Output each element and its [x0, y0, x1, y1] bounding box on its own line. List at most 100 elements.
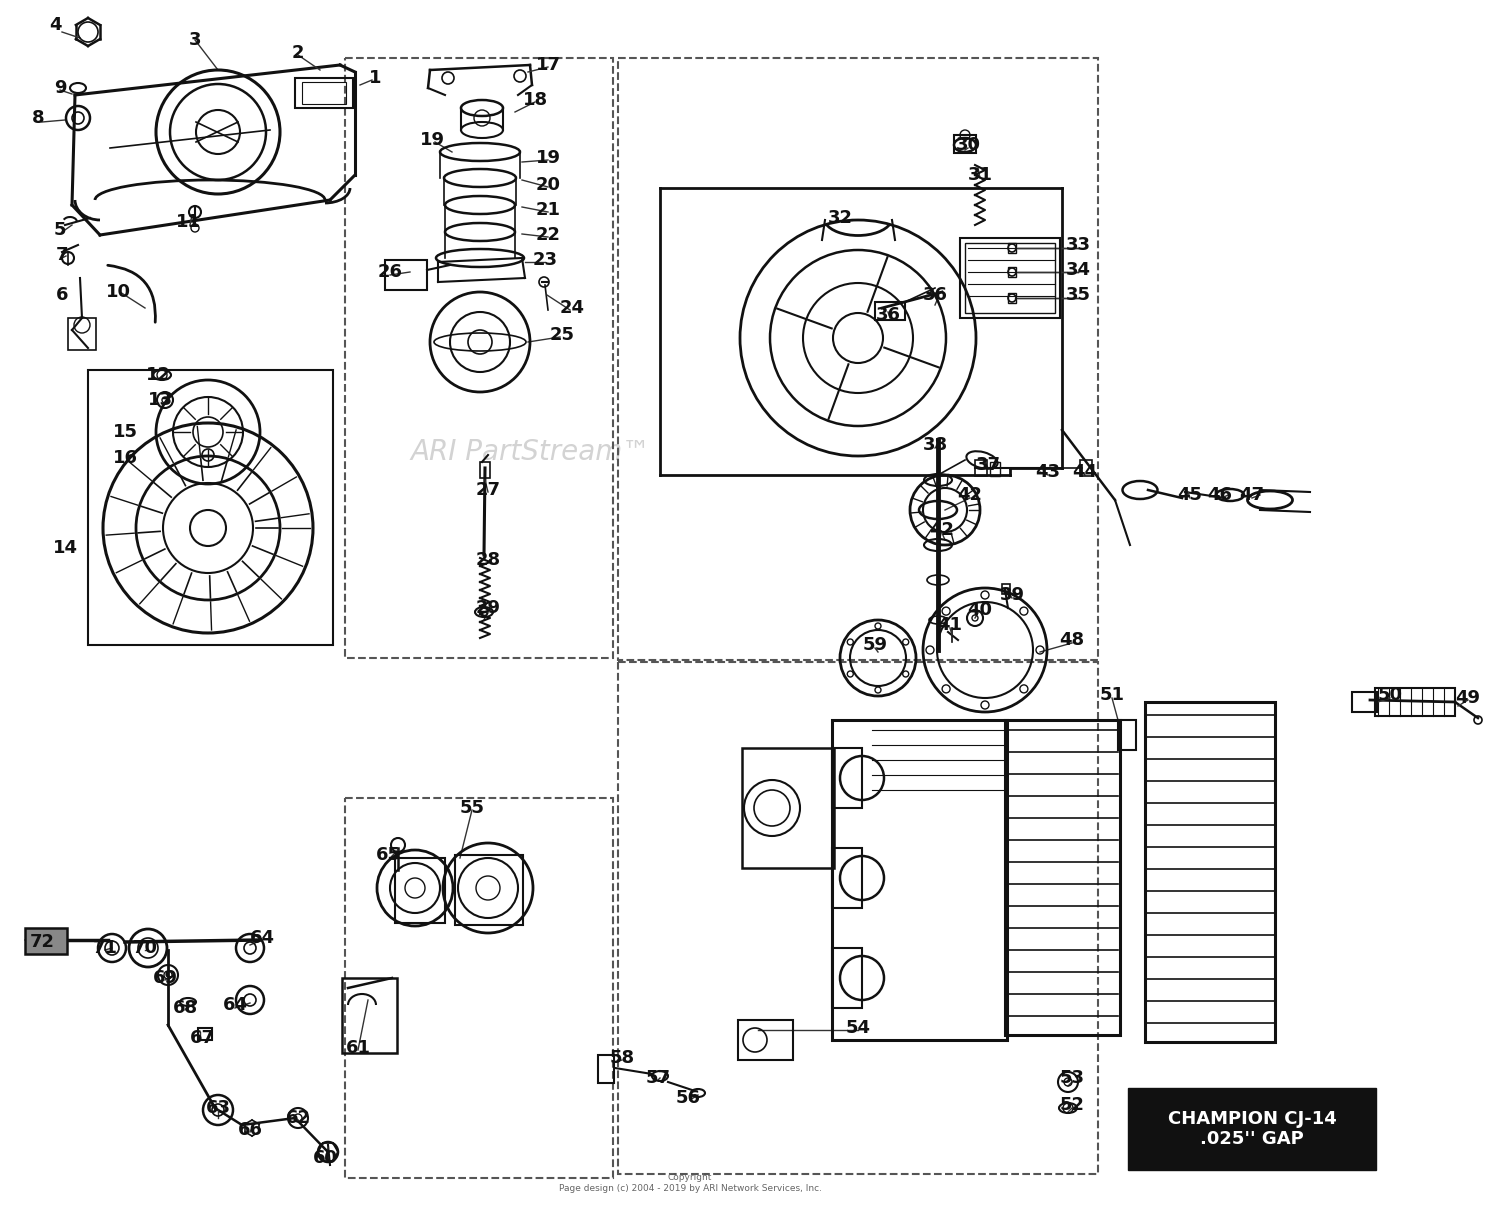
Text: Copyright
Page design (c) 2004 - 2019 by ARI Network Services, Inc.: Copyright Page design (c) 2004 - 2019 by… [558, 1173, 822, 1193]
Text: 67: 67 [189, 1029, 214, 1046]
Text: 61: 61 [345, 1039, 370, 1057]
Bar [833, 849, 862, 908]
Bar [386, 260, 427, 291]
Bar [345, 799, 614, 1178]
Bar [1376, 687, 1455, 716]
Bar [1008, 243, 1016, 253]
Text: 58: 58 [609, 1049, 634, 1067]
Bar [394, 858, 445, 923]
Bar [960, 238, 1060, 317]
Bar [618, 59, 1098, 661]
Bar [833, 720, 1007, 1040]
Text: 43: 43 [1035, 463, 1060, 481]
Bar [1008, 293, 1016, 303]
Text: 72: 72 [30, 933, 54, 951]
Bar [454, 855, 524, 926]
Bar [1118, 720, 1136, 750]
Bar [68, 317, 96, 350]
Text: 23: 23 [532, 252, 558, 269]
Text: 21: 21 [536, 201, 561, 219]
Text: 54: 54 [846, 1020, 870, 1037]
Text: 7: 7 [56, 245, 69, 264]
Text: 45: 45 [1178, 486, 1203, 504]
Text: 30: 30 [956, 136, 981, 154]
Bar [198, 1028, 211, 1040]
Text: 70: 70 [132, 939, 158, 957]
Bar [954, 136, 976, 153]
Text: 16: 16 [112, 449, 138, 466]
Text: 36: 36 [876, 306, 900, 324]
Text: 31: 31 [968, 166, 993, 184]
Bar [1002, 584, 1010, 593]
Text: 59: 59 [862, 636, 888, 654]
Text: 64: 64 [249, 929, 274, 947]
Text: 42: 42 [930, 521, 954, 538]
Text: 17: 17 [536, 56, 561, 74]
Text: 32: 32 [828, 209, 852, 227]
Bar [342, 978, 398, 1053]
Text: CHAMPION CJ-14
.025'' GAP: CHAMPION CJ-14 .025'' GAP [1167, 1110, 1336, 1149]
Text: 40: 40 [968, 601, 993, 619]
Bar [964, 243, 1054, 313]
Text: 49: 49 [1455, 689, 1480, 707]
Text: 39: 39 [999, 586, 1024, 604]
Text: 34: 34 [1065, 261, 1090, 280]
Text: 36: 36 [922, 286, 948, 304]
Bar [88, 370, 333, 645]
Text: 10: 10 [105, 283, 130, 302]
Bar [742, 748, 834, 868]
Text: 13: 13 [147, 391, 172, 409]
Text: 56: 56 [675, 1089, 700, 1107]
Bar [1128, 1088, 1376, 1170]
Bar [345, 59, 614, 658]
Text: 20: 20 [536, 176, 561, 194]
Text: 47: 47 [1239, 486, 1264, 504]
Text: 4: 4 [50, 16, 62, 34]
Text: 26: 26 [378, 263, 402, 281]
Text: 3: 3 [189, 31, 201, 49]
Text: 18: 18 [522, 92, 548, 109]
Text: 15: 15 [112, 422, 138, 441]
Text: 27: 27 [476, 481, 501, 499]
Bar [480, 462, 490, 477]
Bar [833, 748, 862, 808]
Text: 12: 12 [146, 366, 171, 383]
Text: 52: 52 [1059, 1096, 1084, 1114]
Bar [1352, 692, 1377, 712]
Text: 37: 37 [975, 455, 1000, 474]
Text: 11: 11 [176, 212, 201, 231]
Text: 51: 51 [1100, 686, 1125, 705]
Bar [975, 460, 987, 476]
Text: 62: 62 [285, 1109, 310, 1127]
Text: 44: 44 [1072, 463, 1098, 481]
Text: 63: 63 [206, 1099, 231, 1117]
Bar [1144, 702, 1275, 1042]
Bar [738, 1020, 794, 1060]
Text: 66: 66 [237, 1121, 262, 1139]
Text: 55: 55 [459, 799, 484, 817]
Text: 1: 1 [369, 70, 381, 87]
Bar [598, 1055, 613, 1083]
Text: 19: 19 [536, 149, 561, 167]
Text: 50: 50 [1377, 686, 1402, 705]
Bar [618, 662, 1098, 1175]
Text: 41: 41 [938, 617, 963, 634]
Text: 9: 9 [54, 79, 66, 96]
Text: 19: 19 [420, 131, 444, 149]
Bar [1080, 460, 1092, 476]
Bar [26, 928, 68, 954]
Bar [302, 82, 346, 104]
Bar [833, 947, 862, 1009]
Text: 42: 42 [957, 486, 982, 504]
Text: 48: 48 [1059, 631, 1084, 650]
Text: 38: 38 [922, 436, 948, 454]
Bar [1005, 720, 1120, 1035]
Bar [1008, 267, 1016, 277]
Text: 68: 68 [172, 999, 198, 1017]
Text: 65: 65 [375, 846, 400, 864]
Text: 22: 22 [536, 226, 561, 244]
Text: 24: 24 [560, 299, 585, 317]
Text: 69: 69 [153, 969, 177, 987]
Text: 2: 2 [292, 44, 304, 62]
Text: 14: 14 [53, 538, 78, 557]
